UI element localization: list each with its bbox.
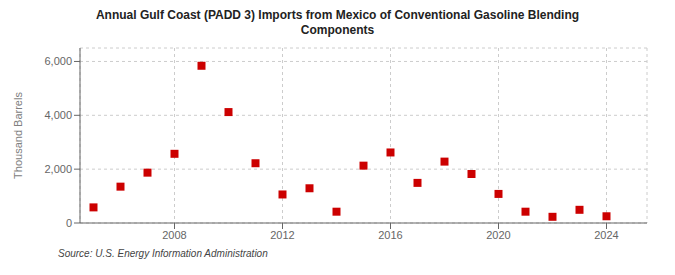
html-text:Source: U.S. Energy Informatio: Source: U.S. Energy Information Administ… <box>58 248 268 259</box>
svg-text:2016: 2016 <box>378 229 402 241</box>
svg-text:2008: 2008 <box>162 229 186 241</box>
svg-text:2020: 2020 <box>486 229 510 241</box>
svg-text:6,000: 6,000 <box>44 55 72 67</box>
svg-text:2024: 2024 <box>594 229 618 241</box>
svg-text:0: 0 <box>66 217 72 229</box>
svg-text:Thousand Barrels: Thousand Barrels <box>12 92 24 179</box>
html-text:Annual Gulf Coast (PADD 3) Imp: Annual Gulf Coast (PADD 3) Imports from … <box>95 8 580 22</box>
svg-text:2012: 2012 <box>270 229 294 241</box>
svg-text:2,000: 2,000 <box>44 163 72 175</box>
html-text:Components: Components <box>300 23 375 37</box>
svg-text:4,000: 4,000 <box>44 109 72 121</box>
